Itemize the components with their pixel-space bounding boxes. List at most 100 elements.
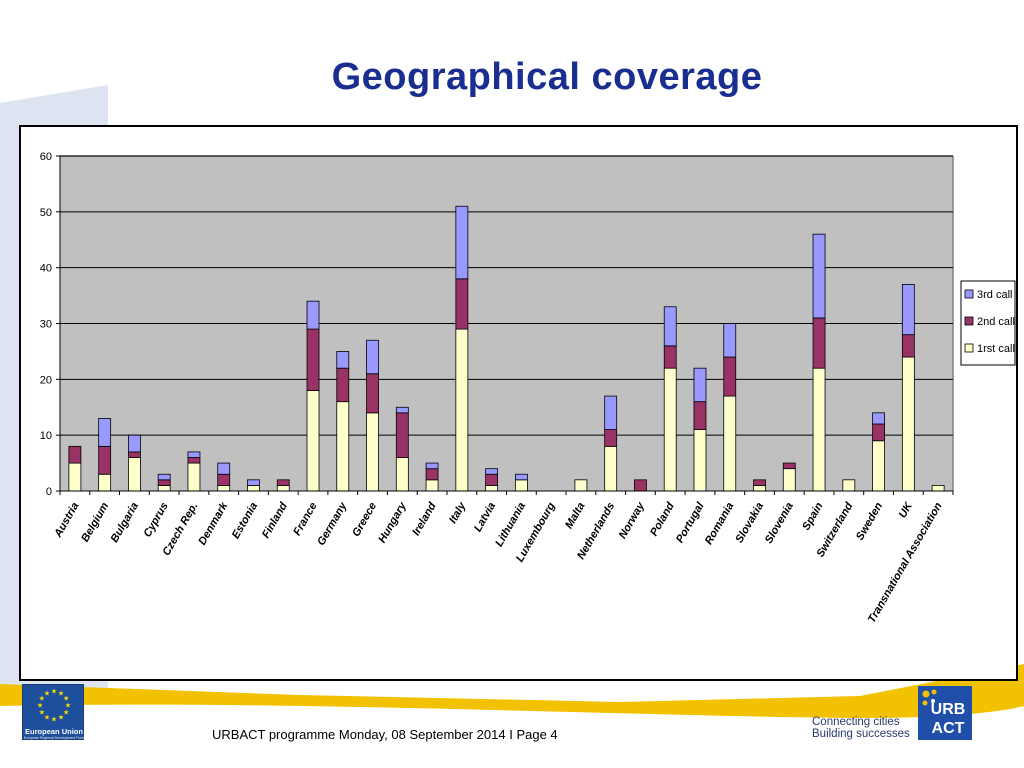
- x-tick-label: Sweden: [854, 500, 885, 542]
- x-tick-label: Spain: [800, 500, 826, 532]
- x-tick-label: Poland: [648, 500, 677, 538]
- bar-segment: [455, 328, 469, 492]
- bar-segment: [98, 445, 112, 475]
- bar-segment: [812, 367, 826, 492]
- eu-star-icon: ★: [58, 689, 64, 697]
- bar-segment: [217, 462, 231, 475]
- bar-segment: [782, 468, 796, 492]
- footer-swoosh: [0, 704, 1024, 768]
- urbact-logo-dot: [931, 699, 935, 703]
- bar-segment: [693, 429, 707, 492]
- bar-segment: [276, 479, 290, 486]
- bar-segment: [276, 485, 290, 492]
- eu-logo-sublabel: European Regional Development Fund: [23, 736, 85, 740]
- bar-segment: [931, 485, 945, 492]
- bar-segment: [157, 479, 171, 486]
- x-tick-label: Hungary: [376, 500, 409, 545]
- bar-segment: [128, 451, 141, 458]
- bar-segment: [753, 485, 766, 492]
- bar-segment: [842, 479, 856, 492]
- bar-segment: [723, 323, 737, 358]
- bar-segment: [663, 306, 677, 347]
- x-tick-label: Greece: [350, 501, 379, 539]
- eu-star-icon: ★: [44, 714, 50, 722]
- bar-segment: [574, 479, 588, 492]
- bar-segment: [901, 356, 915, 492]
- eu-star-icon: ★: [39, 709, 45, 717]
- bar-segment: [663, 345, 677, 369]
- eu-star-icon: ★: [37, 702, 43, 710]
- bar-segment: [306, 300, 320, 330]
- bar-segment: [693, 401, 707, 430]
- y-tick-label: 10: [40, 430, 52, 442]
- bar-segment: [128, 434, 141, 453]
- bar-segment: [425, 462, 439, 470]
- legend-label: 2nd call: [977, 316, 1015, 328]
- tagline-line-1: Connecting cities: [812, 716, 900, 728]
- x-tick-label: Denmark: [196, 500, 230, 548]
- urbact-logo-text-urb: URB: [931, 701, 966, 718]
- urbact-logo-text-act: ACT: [932, 720, 965, 737]
- bar-segment: [723, 395, 737, 492]
- x-tick-label: Italy: [447, 500, 469, 526]
- chart-frame: 0 10 20 30 40 50 60 Austria Belgium Bulgaria Cypru…: [19, 125, 1018, 681]
- eu-star-icon: ★: [51, 716, 57, 724]
- bar-segment: [425, 468, 439, 481]
- bar-segment: [455, 278, 469, 330]
- y-tick-label: 0: [46, 486, 52, 498]
- x-tick-label: Bulgaria: [109, 501, 141, 545]
- bar-segment: [872, 440, 885, 492]
- bar-segment: [336, 351, 350, 369]
- bar-segment: [604, 395, 618, 430]
- bar-segment: [157, 473, 171, 481]
- bar-segment: [336, 401, 350, 492]
- tagline: Connecting cities Building successes: [812, 716, 910, 740]
- bar-segment: [812, 317, 826, 369]
- x-tick-label: UK: [897, 500, 916, 521]
- bar-segment: [901, 284, 915, 336]
- y-tick-label: 60: [40, 151, 52, 163]
- bar-segment: [514, 473, 528, 481]
- bar-segment: [217, 473, 231, 486]
- x-tick-label: Finland: [260, 500, 290, 540]
- bar-segment: [336, 367, 350, 403]
- bar-segment: [455, 205, 469, 280]
- bar-segment: [395, 406, 409, 414]
- eu-flag-icon: ★ ★★★★★★★★★★★: [37, 688, 71, 724]
- bar-segment: [395, 457, 409, 492]
- x-tick-label: Estonia: [230, 501, 260, 541]
- x-tick-label: Belgium: [79, 500, 111, 544]
- bar-segment: [366, 373, 379, 414]
- x-tick-label: Slovenia: [763, 501, 796, 546]
- x-tick-label: Ireland: [410, 500, 439, 537]
- legend-label: 1rst call: [977, 343, 1015, 355]
- bar-segment: [872, 423, 885, 442]
- bar-segment: [68, 445, 82, 464]
- bar-segment: [128, 457, 141, 492]
- bar-segment: [812, 233, 826, 319]
- bar-segment: [485, 473, 499, 486]
- eu-star-icon: ★: [58, 714, 64, 722]
- bar-segment: [366, 412, 379, 492]
- eu-star-icon: ★: [65, 702, 71, 710]
- bar-segment: [485, 468, 499, 475]
- bar-segment: [187, 462, 201, 492]
- urbact-logo-icon: URB ACT: [918, 686, 972, 740]
- eu-star-icon: ★: [44, 689, 50, 697]
- bar-segment: [98, 418, 112, 447]
- bar-segment: [693, 367, 707, 403]
- y-tick-label: 50: [40, 207, 52, 219]
- eu-logo: ★ ★ ★ ★ ★ ★ ★ ★ ★ ★ ★ ★ European Union European Reg…: [22, 684, 84, 740]
- x-tick-label: Austria: [52, 501, 82, 541]
- bar-segment: [187, 451, 201, 458]
- legend-swatch: [964, 343, 974, 353]
- urbact-logo-dot: [922, 690, 930, 698]
- urbact-logo-dot: [931, 689, 937, 695]
- x-tick-label: Germany: [315, 500, 350, 548]
- bar-segment: [425, 479, 439, 492]
- footer-text: URBACT programme Monday, 08 September 20…: [212, 727, 558, 742]
- bar-segment: [217, 485, 231, 492]
- eu-logo-label: European Union: [25, 727, 83, 736]
- bar-segment: [663, 367, 677, 492]
